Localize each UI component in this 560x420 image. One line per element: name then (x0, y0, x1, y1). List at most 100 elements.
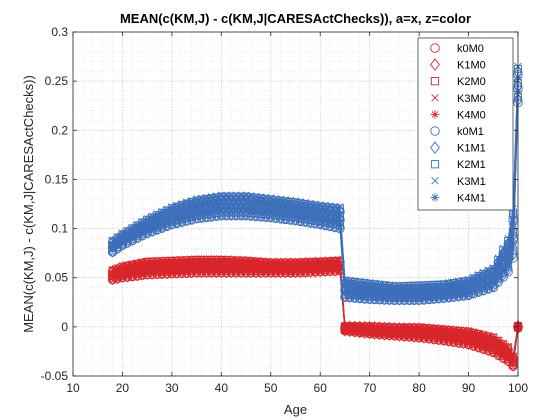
series-marker (330, 216, 340, 226)
series-marker (449, 334, 458, 343)
series-marker (365, 324, 374, 333)
x-tick-label: 40 (215, 381, 229, 395)
series-marker (494, 255, 503, 264)
series-marker (498, 263, 508, 273)
series-marker (113, 264, 122, 272)
series-marker (479, 280, 488, 290)
legend-marker-K2M1 (430, 160, 440, 169)
series-marker (251, 260, 261, 269)
series-marker (231, 205, 241, 214)
series-marker (355, 323, 364, 333)
legend-marker-k0M0 (430, 43, 440, 53)
series-marker (108, 239, 117, 249)
series-marker (167, 208, 177, 217)
series-marker (138, 267, 147, 276)
legend-marker-k0M1 (430, 126, 440, 136)
series-marker (107, 235, 118, 249)
series-marker (464, 327, 473, 335)
series-marker (479, 268, 488, 277)
series-marker (222, 205, 231, 214)
series-marker (498, 252, 508, 262)
series-marker (236, 259, 246, 269)
y-tick-label: 0.3 (51, 25, 68, 39)
series-marker (118, 237, 127, 246)
series-marker (192, 208, 201, 217)
series-marker (489, 264, 497, 272)
series-marker (118, 269, 127, 279)
series-marker (439, 328, 449, 337)
series-marker (454, 334, 463, 344)
legend-marker-K4M1 (430, 193, 440, 202)
series-marker (469, 273, 478, 281)
series-marker (167, 214, 177, 224)
series-marker (227, 197, 236, 206)
series-marker (449, 329, 458, 338)
series-marker (395, 323, 404, 332)
series-marker (177, 205, 186, 214)
series-marker (236, 205, 246, 214)
series-marker (330, 259, 340, 268)
series-marker (182, 203, 191, 213)
x-tick-label: 70 (363, 381, 377, 395)
legend-marker-K1M0 (430, 58, 440, 71)
series-marker (241, 197, 251, 206)
x-axis-label: Age (284, 402, 307, 417)
x-tick-label: 100 (508, 381, 528, 395)
series-marker (217, 205, 226, 214)
series-marker (118, 232, 127, 242)
series-marker (128, 268, 137, 277)
axes-frame (72, 31, 519, 377)
series-marker (493, 255, 503, 268)
ticks: 10 20 30 40 50 60 70 80 90 100 -0.05 0 0.05 0.1 0.15 0.… (41, 25, 529, 395)
series-marker (296, 203, 305, 213)
series-marker (118, 230, 127, 239)
series-marker (172, 213, 182, 223)
x-tick-label: 10 (66, 381, 80, 395)
y-axis-label: MEAN(c(KM,J) - c(KM,J|CARESActChecks)) (21, 75, 36, 333)
series-marker (286, 209, 295, 219)
series-marker (494, 254, 502, 262)
series-marker (236, 264, 246, 274)
y-tick-label: 0.2 (51, 123, 68, 137)
y-tick-label: 0.1 (51, 222, 68, 236)
series-marker (212, 205, 221, 215)
series-marker (434, 332, 444, 341)
series-marker (271, 208, 280, 217)
series-marker (444, 333, 453, 342)
series-marker (306, 212, 315, 222)
series-marker (484, 266, 493, 274)
series-marker (113, 267, 122, 276)
series-marker (330, 208, 340, 218)
legend-marker-K4M0 (430, 110, 440, 119)
series-marker (316, 214, 325, 223)
series-marker (484, 271, 493, 281)
series-marker (231, 264, 241, 273)
series-marker (320, 207, 330, 216)
series-marker (128, 223, 137, 232)
series-marker (118, 265, 127, 274)
series-marker (439, 332, 449, 342)
series-marker (345, 288, 355, 297)
series-marker (231, 197, 241, 206)
series-marker (128, 227, 137, 236)
y-tick-label: 0.15 (45, 172, 69, 186)
y-tick-label: 0.25 (45, 74, 69, 88)
series-marker (133, 267, 142, 277)
series-marker (320, 259, 330, 269)
y-tick-label: 0 (61, 320, 68, 334)
x-tick-label: 30 (165, 381, 179, 395)
series-marker (508, 351, 518, 365)
series-marker (414, 325, 424, 335)
series-marker (444, 328, 453, 338)
series-marker (503, 342, 513, 355)
legend-label: K3M0 (457, 93, 486, 105)
series-marker (336, 203, 344, 211)
series-marker (459, 330, 468, 339)
series-marker (217, 197, 226, 206)
legend-marker-K1M1 (430, 141, 440, 154)
series-marker (251, 264, 261, 274)
series-marker (133, 220, 141, 229)
series-marker (311, 260, 320, 269)
